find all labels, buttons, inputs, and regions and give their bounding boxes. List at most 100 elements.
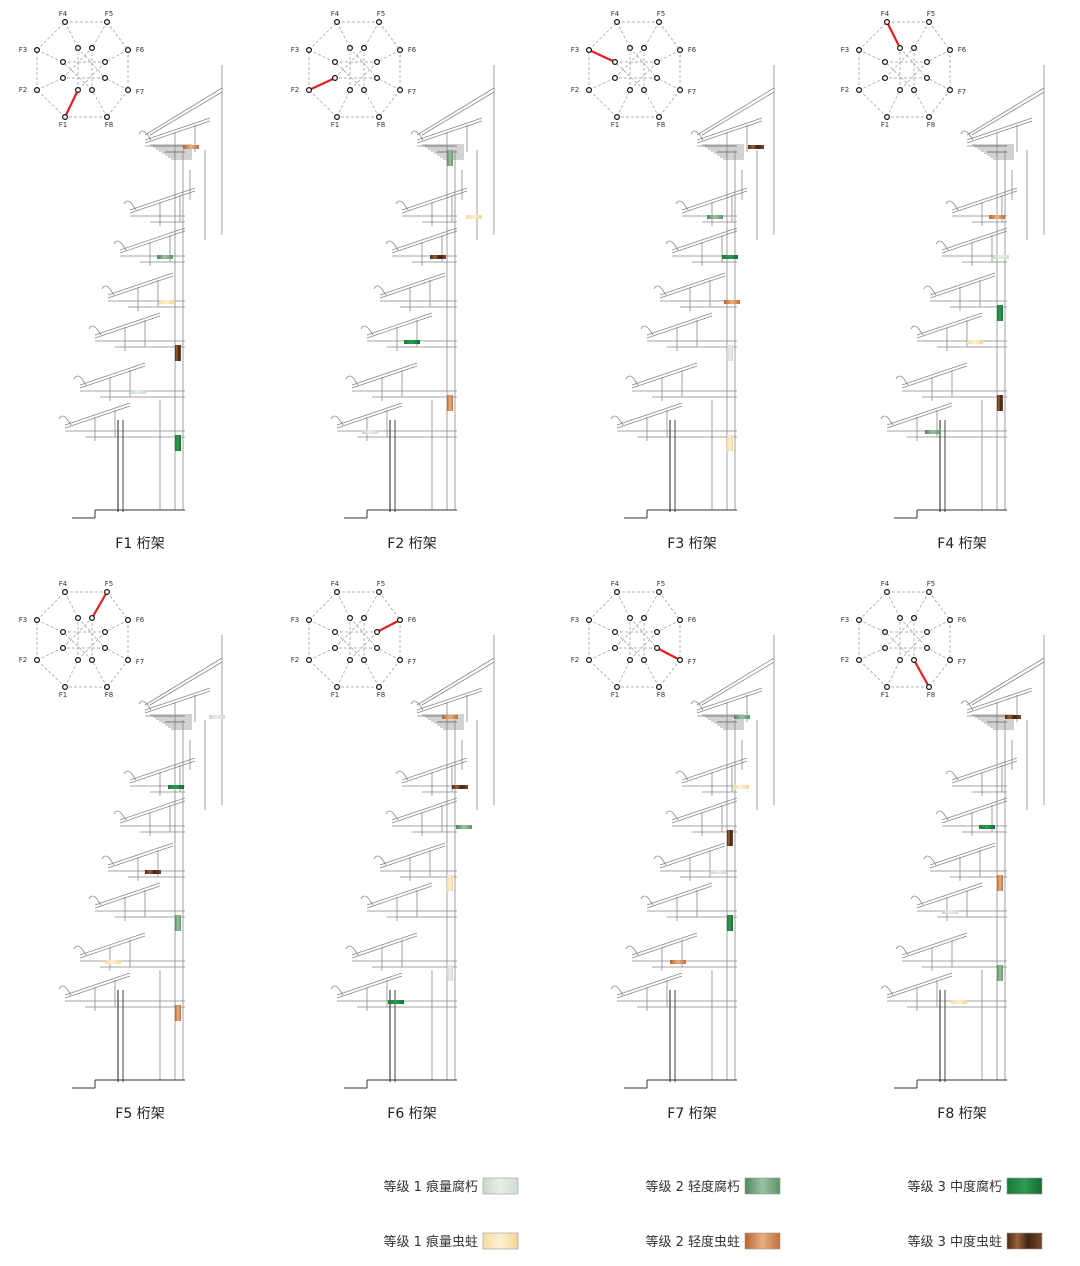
panel: F1 F2 F3 F4 F5 F6 F7 F8 F3 桁架 [571,10,775,552]
line [614,617,645,649]
bracket [73,945,87,956]
line [91,591,108,619]
bracket [410,130,424,141]
damage-patch [175,345,181,361]
node-label: F5 [927,10,935,18]
line [416,117,483,141]
bracket [910,895,924,906]
node [655,589,662,596]
node [626,44,633,51]
bracket [101,285,115,296]
line [858,659,888,688]
node [640,614,647,621]
damage-patch [362,430,378,434]
damage-patch [727,345,733,361]
node [101,628,108,635]
line [366,882,433,906]
line [79,935,146,959]
bracket [101,855,115,866]
line [107,275,174,299]
line [351,362,418,386]
line [104,49,129,63]
line [366,315,433,339]
legend-swatch [482,1232,519,1250]
bracket [610,415,624,426]
line [336,975,403,999]
line [363,591,380,619]
line [416,687,483,711]
node [333,19,340,26]
node-label: F6 [136,46,145,54]
line [941,227,1008,251]
line [94,882,161,906]
line [421,661,495,706]
damage-patch [979,825,995,829]
node [946,46,953,53]
node [103,589,110,596]
line [94,885,161,909]
line [901,365,968,389]
bracket [58,415,72,426]
damage-patch [130,390,146,394]
line [401,757,468,781]
line [671,230,738,254]
damage-patch [724,300,740,304]
node [88,44,95,51]
bracket [880,415,894,426]
bracket [653,285,667,296]
line [916,885,983,909]
line [366,885,433,909]
line [421,91,495,136]
node-label: F8 [377,121,385,129]
node [331,58,338,65]
bracket [880,985,894,996]
line [858,591,888,621]
line [336,972,403,996]
node-label: F3 [19,46,27,54]
panel: F1 F2 F3 F4 F5 F6 F7 F8 F8 桁架 [841,580,1045,1122]
node-label: F6 [136,616,145,624]
line [36,647,64,661]
damage-patch [175,1005,181,1021]
line [681,757,748,781]
node-label: F1 [611,691,619,699]
node [881,58,888,65]
line [659,275,726,299]
node-label: F7 [408,658,416,666]
line [588,89,618,118]
node [396,656,403,663]
line [308,647,336,661]
line [36,89,66,118]
line [631,362,698,386]
line [701,91,775,136]
damage-patch [748,145,764,149]
line [91,89,108,118]
bracket [665,240,679,251]
damage-patch [157,255,173,259]
line [966,87,1045,136]
line [696,87,775,136]
line [701,661,775,706]
node [396,86,403,93]
line [901,362,968,386]
line [884,617,915,649]
bracket [73,375,87,386]
panel-caption: F8 桁架 [937,1106,986,1122]
line [928,591,951,621]
line [886,975,953,999]
node-label: F3 [19,616,27,624]
line [308,659,338,688]
bracket [330,415,344,426]
node [305,46,312,53]
node [61,19,68,26]
node [910,614,917,621]
node-label: F4 [611,580,620,588]
bracket [923,855,937,866]
damage-patch [159,300,175,304]
damage-patch [442,715,458,719]
line [363,21,380,49]
line [351,365,418,389]
node [611,628,618,635]
line [614,61,645,91]
